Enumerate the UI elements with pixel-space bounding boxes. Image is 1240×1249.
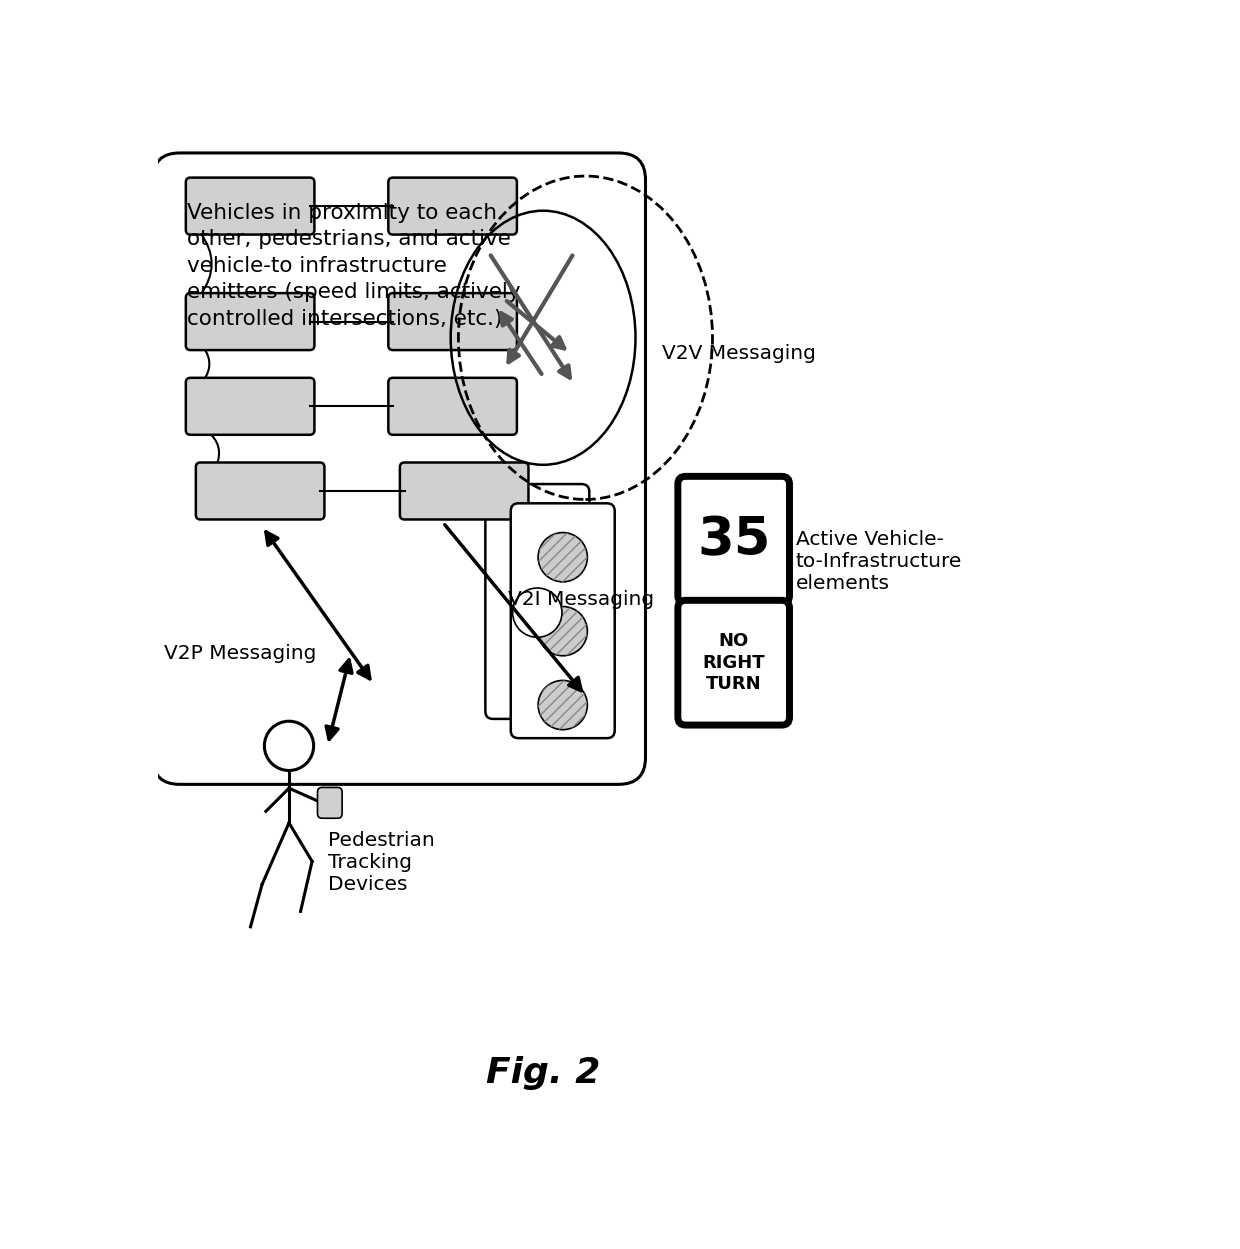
FancyBboxPatch shape: [678, 476, 790, 603]
Text: Pedestrian
Tracking
Devices: Pedestrian Tracking Devices: [327, 831, 434, 893]
Text: V2V Messaging: V2V Messaging: [662, 343, 816, 362]
FancyBboxPatch shape: [186, 294, 315, 350]
FancyBboxPatch shape: [153, 152, 646, 784]
Text: NO
RIGHT
TURN: NO RIGHT TURN: [702, 632, 765, 693]
FancyBboxPatch shape: [388, 177, 517, 235]
FancyBboxPatch shape: [388, 377, 517, 435]
Text: 35: 35: [697, 513, 770, 566]
FancyBboxPatch shape: [678, 601, 790, 726]
FancyBboxPatch shape: [485, 485, 589, 719]
Text: V2I Messaging: V2I Messaging: [508, 590, 655, 610]
FancyBboxPatch shape: [511, 503, 615, 738]
Text: V2P Messaging: V2P Messaging: [164, 644, 316, 663]
Circle shape: [538, 681, 588, 729]
FancyBboxPatch shape: [196, 462, 325, 520]
FancyBboxPatch shape: [388, 294, 517, 350]
FancyBboxPatch shape: [399, 462, 528, 520]
Circle shape: [512, 588, 562, 637]
Text: Fig. 2: Fig. 2: [486, 1057, 600, 1090]
Circle shape: [512, 662, 562, 711]
FancyBboxPatch shape: [186, 177, 315, 235]
FancyBboxPatch shape: [317, 787, 342, 818]
Circle shape: [512, 515, 562, 563]
Circle shape: [512, 588, 562, 637]
Text: Active Vehicle-
to-Infrastructure
elements: Active Vehicle- to-Infrastructure elemen…: [796, 531, 962, 593]
Text: Vehicles in proximity to each
other, pedestrians, and active
vehicle-to infrastr: Vehicles in proximity to each other, ped…: [187, 204, 521, 328]
Circle shape: [538, 532, 588, 582]
Circle shape: [538, 607, 588, 656]
FancyBboxPatch shape: [186, 377, 315, 435]
